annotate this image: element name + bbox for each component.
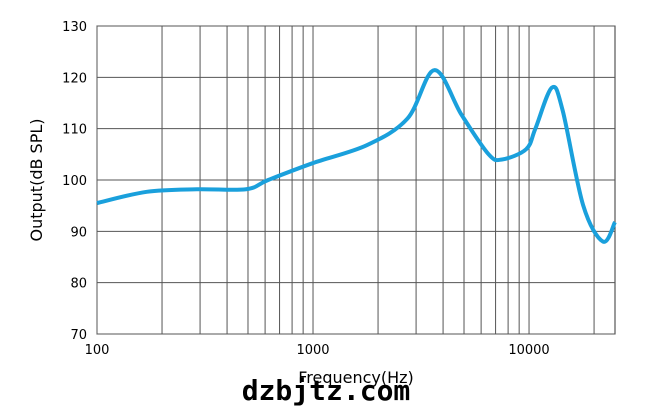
- y-axis-label: Output(dB SPL): [27, 119, 46, 242]
- x-axis-label: Frequency(Hz): [298, 368, 414, 387]
- x-tick-label: 1000: [296, 343, 329, 358]
- response-line: [96, 68, 617, 244]
- x-tick-label: 100: [85, 343, 110, 358]
- y-tick-label: 100: [62, 174, 87, 189]
- watermark: dzbjtz.com: [242, 374, 411, 407]
- y-tick-label: 120: [62, 71, 87, 86]
- y-tick-label: 90: [70, 225, 87, 240]
- y-tick-label: 130: [62, 20, 87, 35]
- y-tick-label: 110: [62, 123, 87, 138]
- y-tick-label: 70: [70, 328, 87, 343]
- x-tick-label: 10000: [508, 343, 549, 358]
- y-tick-label: 80: [70, 277, 87, 292]
